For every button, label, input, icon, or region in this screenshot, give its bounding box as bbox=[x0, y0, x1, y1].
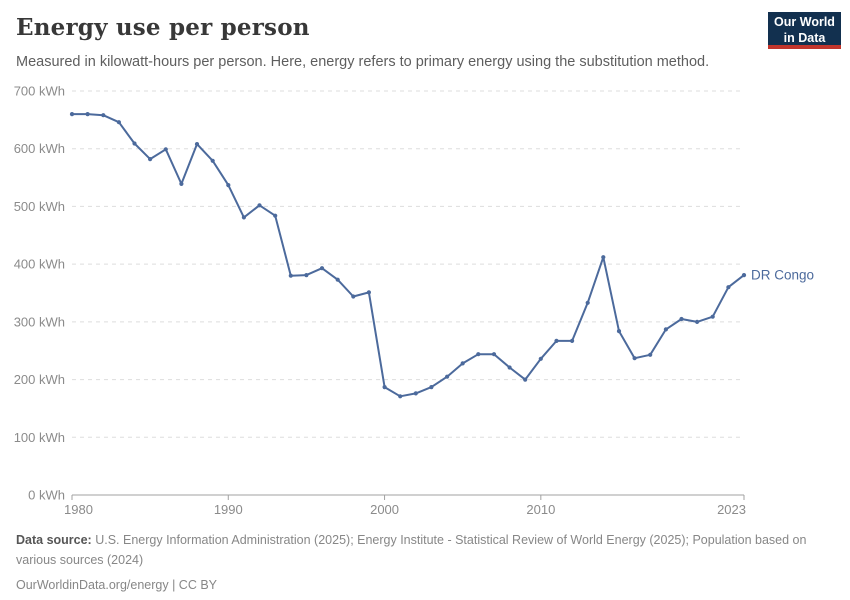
owid-logo-line2: in Data bbox=[783, 31, 826, 45]
data-point[interactable] bbox=[538, 356, 543, 361]
data-point[interactable] bbox=[148, 157, 153, 162]
y-tick-label: 400 kWh bbox=[14, 257, 65, 272]
data-line[interactable] bbox=[71, 113, 745, 398]
x-tick-label: 2000 bbox=[370, 502, 399, 517]
y-tick-label: 300 kWh bbox=[14, 314, 65, 329]
data-point[interactable] bbox=[226, 183, 231, 188]
data-point[interactable] bbox=[741, 273, 747, 278]
x-tick-label: 1980 bbox=[64, 502, 93, 517]
data-point[interactable] bbox=[710, 314, 715, 319]
data-point[interactable] bbox=[585, 300, 590, 305]
data-point[interactable] bbox=[398, 394, 403, 399]
data-point[interactable] bbox=[491, 352, 497, 357]
data-point[interactable] bbox=[726, 285, 731, 290]
data-point[interactable] bbox=[413, 391, 418, 396]
data-point[interactable] bbox=[507, 365, 512, 370]
data-point[interactable] bbox=[648, 352, 653, 357]
citation-link[interactable]: OurWorldinData.org/energy | CC BY bbox=[16, 578, 218, 592]
owid-logo-line1: Our World bbox=[774, 15, 835, 29]
page-title: Energy use per person bbox=[16, 14, 310, 41]
data-point[interactable] bbox=[523, 377, 528, 382]
y-tick-label: 600 kWh bbox=[14, 141, 65, 156]
data-point[interactable] bbox=[663, 327, 669, 332]
chart-footer: Data source: U.S. Energy Information Adm… bbox=[16, 530, 816, 595]
chart-subtitle: Measured in kilowatt-hours per person. H… bbox=[16, 54, 710, 70]
data-point[interactable] bbox=[445, 374, 450, 379]
y-tick-label: 500 kWh bbox=[14, 199, 65, 214]
data-point[interactable] bbox=[101, 113, 106, 118]
data-point[interactable] bbox=[304, 273, 309, 278]
y-tick-label: 100 kWh bbox=[14, 430, 65, 445]
data-point[interactable] bbox=[679, 316, 684, 322]
data-point[interactable] bbox=[257, 203, 262, 208]
data-point[interactable] bbox=[570, 338, 575, 343]
data-point[interactable] bbox=[163, 147, 168, 152]
data-point[interactable] bbox=[116, 120, 121, 125]
data-point[interactable] bbox=[69, 112, 75, 117]
data-point[interactable] bbox=[601, 255, 606, 260]
x-tick-label: 2010 bbox=[526, 502, 555, 517]
data-point[interactable] bbox=[351, 294, 356, 299]
data-point[interactable] bbox=[194, 142, 200, 147]
data-point[interactable] bbox=[132, 141, 137, 146]
data-point[interactable] bbox=[335, 277, 340, 282]
data-source-text: U.S. Energy Information Administration (… bbox=[16, 533, 807, 567]
data-point[interactable] bbox=[554, 338, 559, 343]
data-point[interactable] bbox=[85, 112, 90, 117]
y-tick-label: 700 kWh bbox=[14, 84, 65, 99]
owid-logo[interactable]: Our World in Data bbox=[768, 12, 841, 49]
data-point[interactable] bbox=[241, 215, 246, 220]
data-point[interactable] bbox=[273, 213, 278, 218]
data-point[interactable] bbox=[616, 329, 622, 334]
y-tick-label: 0 kWh bbox=[28, 488, 65, 503]
data-point[interactable] bbox=[319, 266, 325, 271]
y-tick-label: 200 kWh bbox=[14, 372, 65, 387]
x-tick-label: 1990 bbox=[214, 502, 243, 517]
data-point[interactable] bbox=[366, 290, 371, 295]
data-point[interactable] bbox=[476, 352, 481, 357]
data-point[interactable] bbox=[632, 356, 637, 361]
data-source-label: Data source: bbox=[16, 533, 92, 547]
data-point[interactable] bbox=[288, 273, 293, 278]
data-source-line: Data source: U.S. Energy Information Adm… bbox=[16, 530, 816, 570]
data-point[interactable] bbox=[429, 385, 434, 390]
data-point[interactable] bbox=[179, 181, 184, 186]
data-point[interactable] bbox=[382, 385, 387, 390]
x-tick-label: 2023 bbox=[717, 502, 746, 517]
data-point[interactable] bbox=[460, 361, 465, 366]
data-point[interactable] bbox=[695, 319, 700, 324]
data-point[interactable] bbox=[210, 158, 215, 163]
series-label[interactable]: DR Congo bbox=[751, 268, 814, 283]
